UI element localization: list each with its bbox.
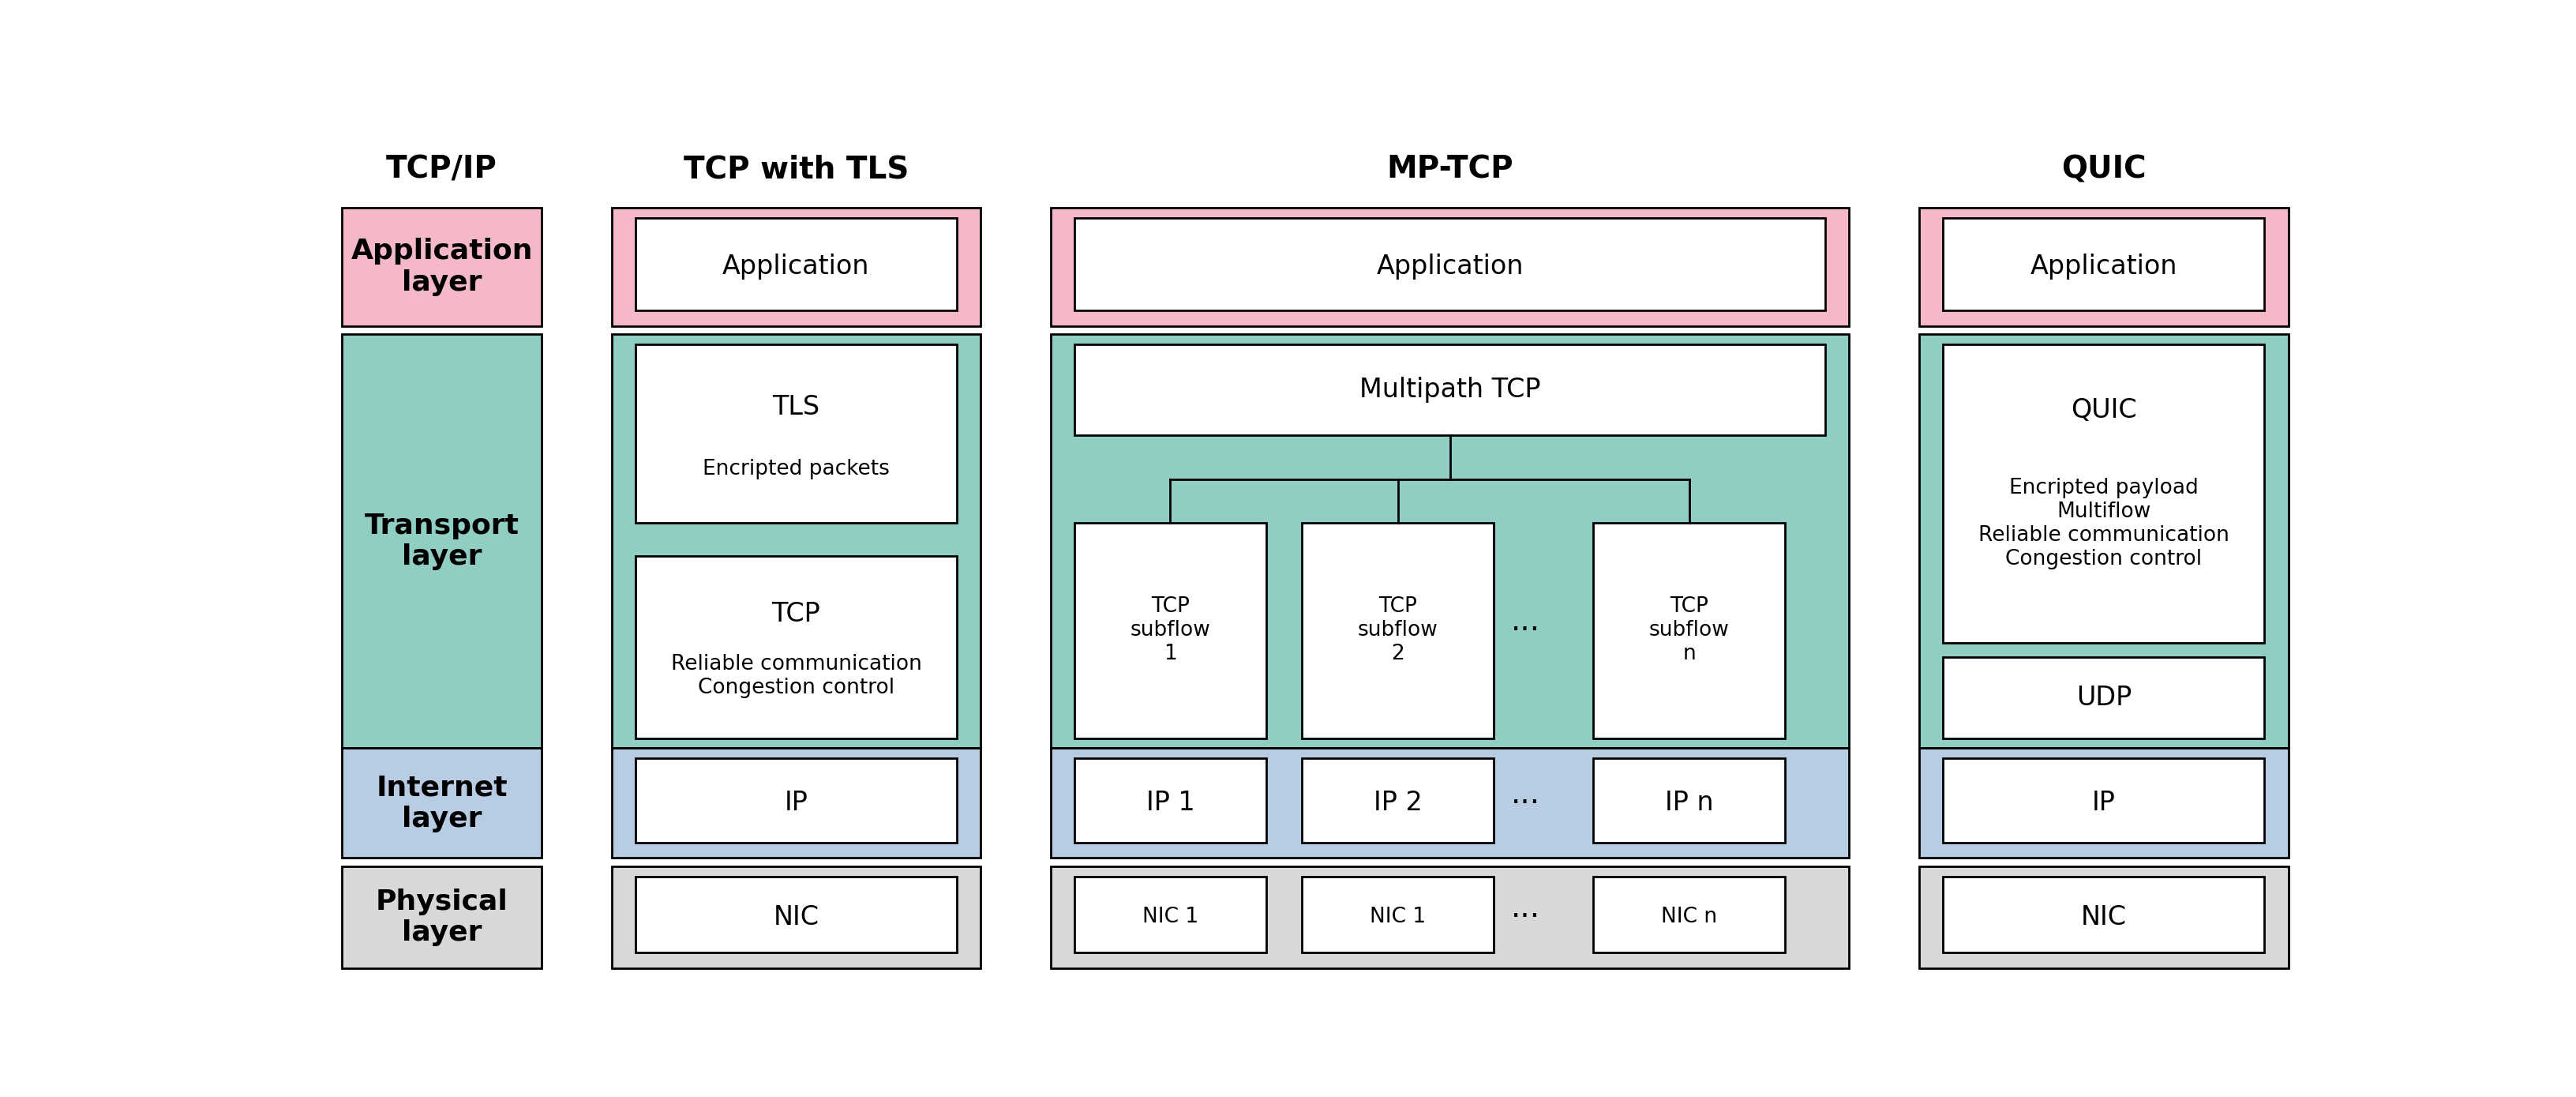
FancyBboxPatch shape	[636, 344, 956, 522]
FancyBboxPatch shape	[611, 207, 981, 326]
FancyBboxPatch shape	[343, 207, 541, 326]
FancyBboxPatch shape	[1942, 758, 2264, 842]
Text: TCP
subflow
1: TCP subflow 1	[1131, 597, 1211, 665]
FancyBboxPatch shape	[1051, 335, 1850, 748]
FancyBboxPatch shape	[1051, 867, 1850, 968]
Text: TLS: TLS	[773, 394, 819, 420]
FancyBboxPatch shape	[1074, 523, 1265, 738]
Text: UDP: UDP	[2076, 685, 2130, 711]
Text: TCP
subflow
2: TCP subflow 2	[1358, 597, 1437, 665]
FancyBboxPatch shape	[611, 335, 981, 748]
Text: NIC: NIC	[773, 904, 819, 930]
FancyBboxPatch shape	[1942, 218, 2264, 310]
FancyBboxPatch shape	[1919, 867, 2287, 968]
Text: NIC 1: NIC 1	[1370, 907, 1427, 927]
FancyBboxPatch shape	[1074, 344, 1826, 436]
Text: ···: ···	[1510, 788, 1540, 818]
Text: QUIC: QUIC	[2071, 397, 2138, 423]
Text: Application: Application	[721, 253, 871, 280]
FancyBboxPatch shape	[1595, 523, 1785, 738]
FancyBboxPatch shape	[636, 877, 956, 952]
FancyBboxPatch shape	[1595, 758, 1785, 842]
Text: NIC n: NIC n	[1662, 907, 1718, 927]
FancyBboxPatch shape	[611, 748, 981, 858]
Text: TCP: TCP	[773, 601, 822, 627]
Text: ···: ···	[1510, 902, 1540, 932]
Text: Application: Application	[2030, 253, 2177, 280]
FancyBboxPatch shape	[611, 867, 981, 968]
Text: ···: ···	[1510, 615, 1540, 645]
FancyBboxPatch shape	[1942, 344, 2264, 643]
FancyBboxPatch shape	[1074, 877, 1265, 952]
FancyBboxPatch shape	[1919, 335, 2287, 748]
Text: Internet
layer: Internet layer	[376, 774, 507, 833]
Text: IP: IP	[783, 790, 809, 816]
Text: NIC 1: NIC 1	[1141, 907, 1198, 927]
Text: NIC: NIC	[2081, 904, 2128, 930]
Text: IP 1: IP 1	[1146, 790, 1195, 816]
FancyBboxPatch shape	[636, 218, 956, 310]
Text: QUIC: QUIC	[2061, 155, 2146, 184]
FancyBboxPatch shape	[1301, 758, 1494, 842]
Text: Encripted payload
Multiflow
Reliable communication
Congestion control: Encripted payload Multiflow Reliable com…	[1978, 477, 2228, 569]
FancyBboxPatch shape	[1301, 877, 1494, 952]
Text: Transport
layer: Transport layer	[363, 512, 520, 570]
Text: Encripted packets: Encripted packets	[703, 459, 889, 479]
Text: Physical
layer: Physical layer	[376, 889, 507, 947]
Text: Application: Application	[1376, 253, 1522, 280]
Text: MP-TCP: MP-TCP	[1386, 155, 1512, 184]
FancyBboxPatch shape	[343, 867, 541, 968]
FancyBboxPatch shape	[1919, 207, 2287, 326]
FancyBboxPatch shape	[1595, 877, 1785, 952]
Text: IP: IP	[2092, 790, 2115, 816]
FancyBboxPatch shape	[1074, 758, 1265, 842]
Text: TCP/IP: TCP/IP	[386, 155, 497, 184]
FancyBboxPatch shape	[1942, 657, 2264, 738]
Text: IP 2: IP 2	[1373, 790, 1422, 816]
FancyBboxPatch shape	[1051, 207, 1850, 326]
FancyBboxPatch shape	[1301, 523, 1494, 738]
FancyBboxPatch shape	[1919, 748, 2287, 858]
FancyBboxPatch shape	[1942, 877, 2264, 952]
FancyBboxPatch shape	[1051, 748, 1850, 858]
Text: Reliable communication
Congestion control: Reliable communication Congestion contro…	[670, 654, 922, 699]
FancyBboxPatch shape	[1074, 218, 1826, 310]
FancyBboxPatch shape	[343, 335, 541, 748]
Text: Multipath TCP: Multipath TCP	[1360, 377, 1540, 403]
FancyBboxPatch shape	[636, 556, 956, 738]
Text: TCP
subflow
n: TCP subflow n	[1649, 597, 1728, 665]
Text: IP n: IP n	[1664, 790, 1713, 816]
FancyBboxPatch shape	[636, 758, 956, 842]
FancyBboxPatch shape	[343, 748, 541, 858]
Text: Application
layer: Application layer	[350, 238, 533, 296]
Text: TCP with TLS: TCP with TLS	[683, 155, 909, 184]
